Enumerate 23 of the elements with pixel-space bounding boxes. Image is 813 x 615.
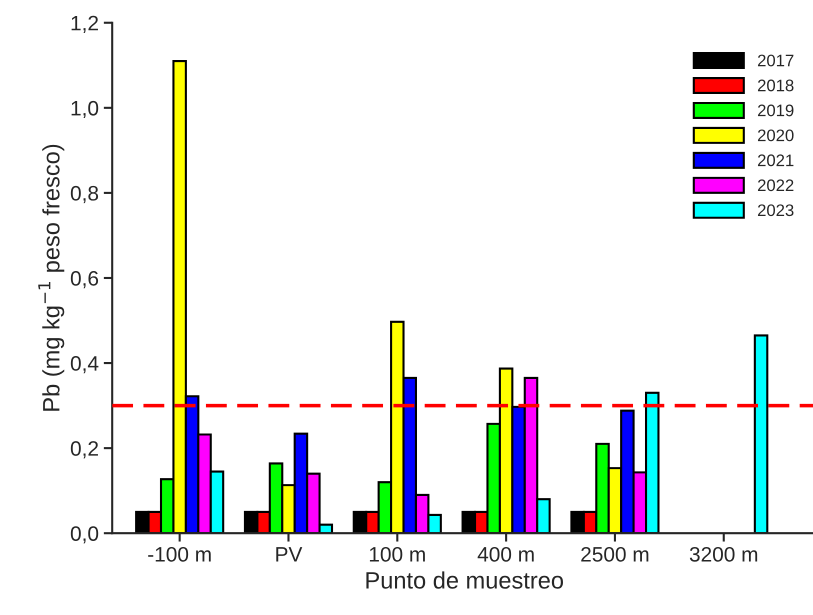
legend-label: 2020 <box>758 129 794 142</box>
x-axis-title: Punto de muestreo <box>366 571 563 589</box>
y-tick-label: 0,4 <box>70 356 98 374</box>
x-tick-label: 100 m <box>370 546 425 562</box>
legend-label: 2023 <box>758 204 794 216</box>
x-tick-label: 400 m <box>478 546 534 562</box>
x-tick-label: 2500 m <box>581 546 648 562</box>
y-tick-label: 0,8 <box>70 186 98 204</box>
y-axis-title: Pb (mg kg$^{−1}$ peso fresco) <box>38 144 64 411</box>
x-tick-label: PV <box>276 547 302 562</box>
y-tick-label: 0,6 <box>70 270 98 288</box>
legend-label: 2018 <box>758 80 794 92</box>
x-tick-label: 3200 m <box>690 546 758 562</box>
legend-label: 2019 <box>758 104 794 116</box>
y-tick-label: 0,0 <box>70 526 98 544</box>
y-tick-label: 0,2 <box>70 441 98 458</box>
legend-label: 2022 <box>758 179 794 192</box>
legend-label: 2021 <box>758 154 794 166</box>
legend-label: 2017 <box>758 54 794 66</box>
x-tick-label: -100 m <box>148 546 211 562</box>
y-tick-label: 1,0 <box>72 100 98 118</box>
y-tick-label: 1,2 <box>72 16 98 33</box>
bar <box>754 334 768 534</box>
